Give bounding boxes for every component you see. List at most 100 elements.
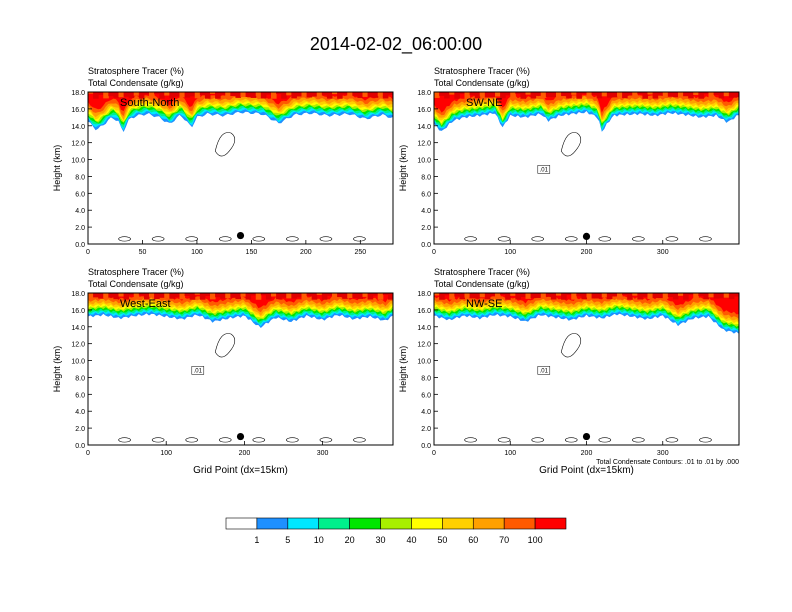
tracer-column xyxy=(352,293,358,298)
x-tick-label: 0 xyxy=(432,249,436,256)
tracer-column xyxy=(505,92,511,96)
tracer-column xyxy=(174,92,180,97)
y-axis-label: Height (km) xyxy=(398,346,408,393)
condensate-contour xyxy=(118,437,131,443)
tracer-column xyxy=(235,92,241,98)
condensate-contour xyxy=(185,437,198,443)
y-tick-label: 6.0 xyxy=(75,392,85,399)
x-tick-label: 50 xyxy=(139,249,147,256)
tracer-column xyxy=(439,92,445,96)
tracer-column xyxy=(250,92,257,98)
tracer-column xyxy=(138,92,145,99)
tracer-column xyxy=(281,92,287,99)
tracer-column xyxy=(561,293,567,300)
tracer-column xyxy=(382,92,389,99)
tracer-column xyxy=(596,92,603,99)
tracer-column xyxy=(199,293,206,300)
tracer-column xyxy=(169,92,175,99)
tracer-column xyxy=(449,293,455,300)
tracer-column xyxy=(495,92,501,97)
condensate-contour xyxy=(151,437,165,443)
figure-title: 2014-02-02_06:00:00 xyxy=(310,34,482,55)
condensate-contour xyxy=(286,236,299,242)
colorbar-label: 10 xyxy=(314,535,324,545)
colorbar-label: 70 xyxy=(499,535,509,545)
tracer-column xyxy=(540,92,547,98)
condensate-contour xyxy=(564,437,578,443)
x-axis-label: Grid Point (dx=15km) xyxy=(539,465,634,476)
tracer-column xyxy=(469,293,476,299)
tracer-column xyxy=(326,92,333,99)
tracer-column xyxy=(291,92,297,99)
tracer-column xyxy=(556,92,562,98)
tracer-column xyxy=(464,293,471,298)
y-tick-label: 18.0 xyxy=(71,90,85,97)
colorbar-swatch xyxy=(472,517,505,530)
tracer-column xyxy=(342,92,348,95)
tracer-column xyxy=(387,92,393,95)
y-tick-label: 6.0 xyxy=(421,392,431,399)
contour-note: Total Condensate Contours: .01 to .01 by… xyxy=(596,459,739,466)
condensate-contour xyxy=(218,437,232,443)
y-tick-label: 10.0 xyxy=(71,158,85,165)
tracer-column xyxy=(169,293,175,299)
condensate-contour xyxy=(699,437,712,443)
x-tick-label: 100 xyxy=(504,249,516,256)
condensate-contour xyxy=(531,437,545,443)
y-tick-label: 8.0 xyxy=(421,174,431,181)
tracer-column xyxy=(505,293,511,300)
tracer-column xyxy=(159,293,165,298)
tracer-column xyxy=(255,293,262,300)
tracer-column xyxy=(113,293,119,300)
tracer-column xyxy=(230,92,236,97)
condensate-contour xyxy=(151,236,165,242)
y-tick-label: 16.0 xyxy=(71,308,85,315)
y-tick-label: 12.0 xyxy=(417,141,431,148)
tracer-column xyxy=(596,293,603,299)
tracer-column xyxy=(622,293,628,296)
tracer-column xyxy=(103,293,109,299)
tracer-column xyxy=(159,92,165,99)
tracer-column xyxy=(326,293,333,296)
tracer-column xyxy=(591,293,598,299)
colorbar-label: 60 xyxy=(468,535,478,545)
colorbar-swatch xyxy=(349,517,381,530)
colorbar-swatch xyxy=(380,517,412,530)
tracer-column xyxy=(306,92,313,98)
tracer-column xyxy=(154,293,160,300)
colorbar-swatch xyxy=(411,517,443,530)
tracer-column xyxy=(337,293,343,298)
tracer-column xyxy=(220,293,226,299)
tracer-column xyxy=(657,293,664,299)
tracer-column xyxy=(352,92,358,96)
tracer-column xyxy=(530,293,537,299)
tracer-column xyxy=(377,92,384,97)
condensate-contour xyxy=(598,236,612,242)
contour-label-box xyxy=(191,366,205,375)
tracer-column xyxy=(123,293,130,300)
condensate-contour xyxy=(632,236,645,242)
condensate-contour xyxy=(214,132,236,157)
plot-area xyxy=(88,92,393,244)
x-tick-label: 200 xyxy=(581,450,593,457)
tracer-column xyxy=(194,92,201,99)
tracer-column xyxy=(230,293,236,298)
colorbar-swatch xyxy=(256,517,289,530)
tracer-column xyxy=(367,293,374,300)
condensate-contour xyxy=(564,236,578,242)
y-tick-label: 0.0 xyxy=(75,443,85,450)
y-tick-label: 10.0 xyxy=(417,158,431,165)
tracer-column xyxy=(265,293,272,300)
y-tick-label: 18.0 xyxy=(417,90,431,97)
y-axis-label: Height (km) xyxy=(398,145,408,192)
x-tick-label: 300 xyxy=(317,450,329,457)
tracer-column xyxy=(449,92,455,95)
tracer-column xyxy=(550,293,557,300)
condensate-contour xyxy=(118,236,131,242)
plot-background xyxy=(88,293,393,445)
x-tick-label: 250 xyxy=(354,249,366,256)
tracer-column xyxy=(286,92,292,96)
y-tick-label: 10.0 xyxy=(417,359,431,366)
tracer-column xyxy=(713,293,720,299)
panel-sw-ne: .01 SW-NE Stratosphere Tracer (%) Total Con… xyxy=(398,66,740,256)
